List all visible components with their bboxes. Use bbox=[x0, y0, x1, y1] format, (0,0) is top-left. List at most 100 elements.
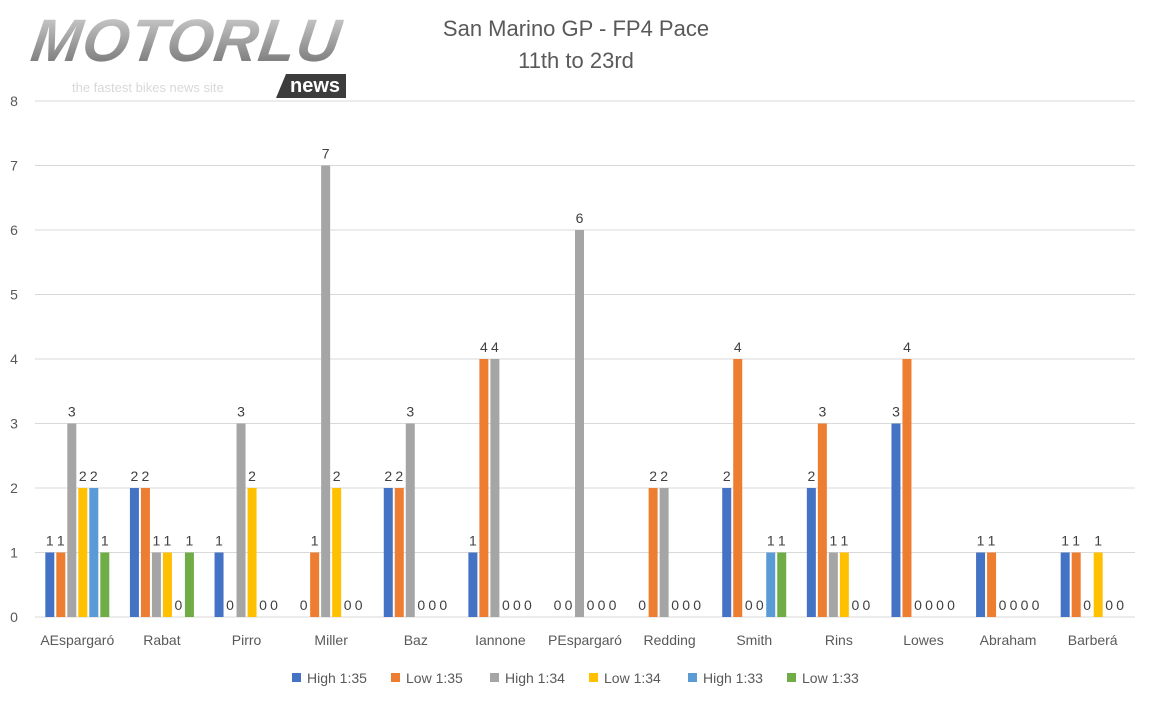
bar bbox=[806, 488, 816, 617]
chart-subtitle: 11th to 23rd bbox=[518, 48, 634, 73]
logo-wordmark: MOTORLU bbox=[27, 7, 346, 74]
bar bbox=[236, 423, 246, 617]
bar bbox=[45, 552, 55, 617]
bar bbox=[575, 230, 584, 617]
data-label: 3 bbox=[68, 404, 76, 420]
data-label: 0 bbox=[565, 597, 573, 613]
data-label: 0 bbox=[693, 597, 701, 613]
data-label: 0 bbox=[417, 597, 425, 613]
data-label: 2 bbox=[131, 468, 139, 484]
data-label: 0 bbox=[554, 597, 562, 613]
data-label: 0 bbox=[598, 597, 606, 613]
data-label: 0 bbox=[344, 597, 352, 613]
data-label: 1 bbox=[829, 533, 837, 549]
data-label: 3 bbox=[818, 404, 826, 420]
data-label: 0 bbox=[300, 597, 308, 613]
data-label: 2 bbox=[723, 468, 731, 484]
data-label: 0 bbox=[428, 597, 436, 613]
bar bbox=[321, 165, 331, 617]
data-label: 1 bbox=[778, 533, 786, 549]
data-label: 1 bbox=[840, 533, 848, 549]
data-label: 0 bbox=[502, 597, 510, 613]
data-label: 1 bbox=[46, 533, 54, 549]
y-tick-label: 5 bbox=[10, 287, 18, 303]
bar bbox=[733, 359, 743, 617]
x-tick-label: AEspargaró bbox=[40, 632, 114, 648]
y-tick-label: 2 bbox=[10, 480, 18, 496]
bar bbox=[332, 488, 342, 617]
data-label: 4 bbox=[480, 339, 488, 355]
data-label: 1 bbox=[101, 533, 109, 549]
legend-swatch bbox=[688, 673, 697, 682]
data-label: 2 bbox=[395, 468, 403, 484]
x-tick-label: Rins bbox=[825, 632, 853, 648]
data-label: 2 bbox=[90, 468, 98, 484]
data-label: 0 bbox=[999, 597, 1007, 613]
bar bbox=[891, 423, 901, 617]
data-label: 1 bbox=[1061, 533, 1069, 549]
data-label: 0 bbox=[270, 597, 278, 613]
bar bbox=[184, 552, 194, 617]
bar bbox=[405, 423, 415, 617]
data-label: 2 bbox=[649, 468, 657, 484]
bar bbox=[67, 423, 77, 617]
bar bbox=[1093, 552, 1103, 617]
bar bbox=[777, 552, 787, 617]
bar bbox=[162, 552, 172, 617]
data-label: 1 bbox=[311, 533, 319, 549]
data-label: 2 bbox=[142, 468, 150, 484]
data-label: 2 bbox=[384, 468, 392, 484]
bar bbox=[100, 552, 110, 617]
data-label: 0 bbox=[226, 597, 234, 613]
bar bbox=[247, 488, 257, 617]
bar bbox=[214, 552, 224, 617]
data-label: 1 bbox=[186, 533, 194, 549]
legend-swatch bbox=[490, 673, 499, 682]
bar bbox=[479, 359, 489, 617]
data-label: 0 bbox=[524, 597, 532, 613]
x-tick-label: Abraham bbox=[980, 632, 1037, 648]
y-tick-label: 8 bbox=[10, 93, 18, 109]
x-tick-label: Redding bbox=[644, 632, 696, 648]
data-label: 3 bbox=[406, 404, 414, 420]
bar bbox=[78, 488, 88, 617]
x-tick-label: PEspargaró bbox=[548, 632, 622, 648]
y-tick-label: 3 bbox=[10, 416, 18, 432]
legend-label: Low 1:33 bbox=[802, 670, 859, 686]
bar bbox=[987, 552, 997, 617]
bar bbox=[310, 552, 320, 617]
legend-label: High 1:35 bbox=[307, 670, 367, 686]
bar bbox=[902, 359, 912, 617]
data-label: 1 bbox=[153, 533, 161, 549]
data-label: 0 bbox=[756, 597, 764, 613]
data-label: 4 bbox=[734, 339, 742, 355]
data-label: 4 bbox=[491, 339, 499, 355]
data-label: 0 bbox=[1021, 597, 1029, 613]
x-tick-label: Smith bbox=[736, 632, 772, 648]
legend-label: Low 1:35 bbox=[406, 670, 463, 686]
bar bbox=[383, 488, 393, 617]
data-label: 2 bbox=[79, 468, 87, 484]
bar bbox=[1071, 552, 1081, 617]
x-tick-label: Rabat bbox=[143, 632, 180, 648]
x-tick-label: Baz bbox=[404, 632, 428, 648]
data-label: 1 bbox=[469, 533, 477, 549]
data-label: 0 bbox=[1116, 597, 1124, 613]
y-tick-label: 4 bbox=[10, 351, 18, 367]
bar bbox=[89, 488, 99, 617]
data-label: 3 bbox=[892, 404, 900, 420]
data-label: 0 bbox=[587, 597, 595, 613]
bar bbox=[722, 488, 732, 617]
data-label: 1 bbox=[977, 533, 985, 549]
data-label: 1 bbox=[1094, 533, 1102, 549]
legend-swatch bbox=[787, 673, 796, 682]
data-label: 4 bbox=[903, 339, 911, 355]
data-label: 2 bbox=[248, 468, 256, 484]
bar bbox=[1060, 552, 1070, 617]
bar bbox=[839, 552, 849, 617]
chart-title: San Marino GP - FP4 Pace bbox=[443, 16, 709, 41]
bar bbox=[129, 488, 139, 617]
data-label: 2 bbox=[660, 468, 668, 484]
bar bbox=[151, 552, 161, 617]
data-label: 0 bbox=[671, 597, 679, 613]
